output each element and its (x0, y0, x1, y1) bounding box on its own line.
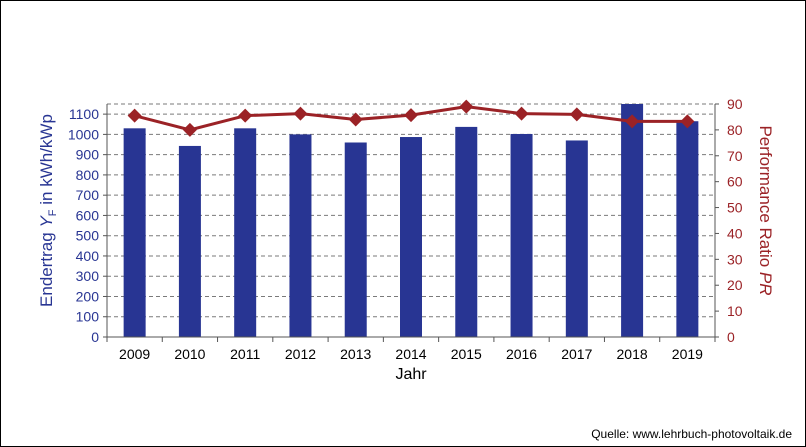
bar (178, 145, 201, 337)
pr-marker (569, 107, 584, 122)
y-right-tick-label: 90 (727, 96, 743, 112)
x-tick-label: 2015 (451, 346, 482, 362)
x-tick-label: 2013 (340, 346, 371, 362)
pr-marker (404, 108, 418, 123)
y-left-tick-label: 800 (76, 167, 100, 183)
x-tick-label: 2012 (285, 346, 316, 362)
y-left-tick-label: 900 (76, 147, 100, 163)
y-right-label-text: Performance Ratio (756, 125, 775, 271)
pr-marker (127, 108, 142, 123)
x-tick-label: 2014 (395, 346, 426, 362)
y-right-tick-label: 10 (727, 303, 743, 319)
y-left-tick-label: 100 (76, 309, 100, 325)
y-left-label-text: Endertrag (37, 228, 56, 307)
y-right-tick-label: 20 (727, 277, 743, 293)
bar (621, 104, 644, 337)
bar (234, 128, 257, 337)
bar (565, 140, 588, 337)
bar (676, 121, 699, 337)
y-left-tick-label: 0 (91, 329, 99, 345)
y-right-tick-label: 80 (727, 122, 743, 138)
pr-marker (293, 106, 308, 121)
y-left-tick-label: 400 (76, 248, 100, 264)
bar (400, 137, 422, 337)
bar (123, 128, 146, 337)
y-left-tick-label: 600 (76, 207, 100, 223)
bar (344, 142, 367, 337)
x-tick-label: 2010 (174, 346, 205, 362)
y-axis-right-label: Performance Ratio PR (756, 125, 775, 295)
y-right-tick-label: 50 (727, 200, 743, 216)
pr-marker (680, 114, 695, 129)
x-tick-label: 2017 (561, 346, 592, 362)
y-left-tick-label: 1100 (69, 106, 99, 122)
x-tick-label: 2016 (506, 346, 537, 362)
y-left-label-symbol: Y (37, 215, 56, 228)
y-right-label-symbol: PR (756, 272, 775, 296)
pr-marker (182, 122, 197, 137)
y-left-tick-label: 200 (76, 288, 100, 304)
y-right-tick-label: 0 (727, 329, 735, 345)
y-right-tick-label: 30 (727, 251, 743, 267)
y-left-label-subscript: F (47, 209, 59, 216)
bar (455, 126, 478, 338)
y-left-tick-label: 1000 (68, 126, 99, 142)
bar (289, 134, 312, 337)
y-axis-left-label: Endertrag YF in kWh/kWp (37, 114, 59, 307)
x-tick-label: 2018 (617, 346, 648, 362)
y-left-tick-label: 700 (76, 187, 100, 203)
y-left-tick-label: 500 (76, 228, 100, 244)
pr-marker (625, 114, 640, 129)
y-right-tick-label: 60 (727, 174, 743, 190)
x-tick-label: 2009 (119, 346, 150, 362)
source-note: Quelle: www.lehrbuch-photovoltaik.de (591, 427, 792, 441)
bar (510, 133, 533, 337)
y-right-tick-label: 70 (727, 148, 743, 164)
pr-marker (514, 106, 529, 121)
pr-marker (459, 99, 474, 114)
y-right-tick-label: 40 (727, 225, 743, 241)
x-axis-label: Jahr (395, 366, 427, 383)
pr-marker (238, 108, 253, 123)
x-tick-label: 2019 (672, 346, 703, 362)
x-tick-label: 2011 (230, 346, 260, 362)
y-left-tick-label: 300 (76, 268, 100, 284)
pr-marker (348, 112, 363, 127)
y-left-label-unit: in kWh/kWp (37, 114, 56, 209)
